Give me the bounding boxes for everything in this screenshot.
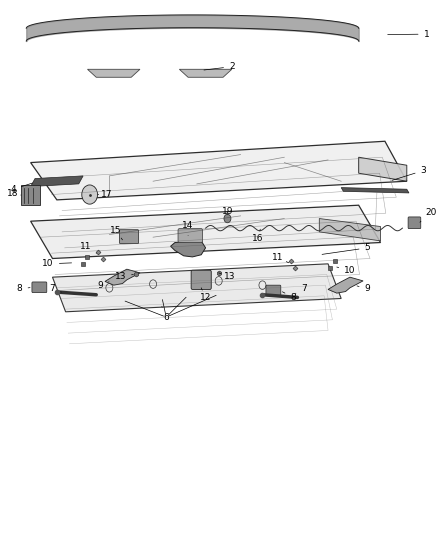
Text: 17: 17 <box>98 190 113 198</box>
Text: 10: 10 <box>337 266 356 275</box>
FancyBboxPatch shape <box>32 282 47 293</box>
Text: 8: 8 <box>283 292 296 302</box>
Text: 2: 2 <box>204 62 235 71</box>
Polygon shape <box>341 188 409 193</box>
Text: 11: 11 <box>80 243 96 254</box>
FancyBboxPatch shape <box>266 285 281 296</box>
Text: 4: 4 <box>11 183 32 193</box>
Polygon shape <box>31 141 407 200</box>
Text: 3: 3 <box>392 166 426 180</box>
Text: 11: 11 <box>272 253 289 263</box>
Text: 5: 5 <box>322 244 370 254</box>
Polygon shape <box>170 241 205 257</box>
Circle shape <box>224 214 231 223</box>
Polygon shape <box>53 264 341 312</box>
FancyBboxPatch shape <box>120 230 139 244</box>
Text: 9: 9 <box>357 285 370 293</box>
FancyBboxPatch shape <box>178 229 202 243</box>
Text: 15: 15 <box>110 227 123 240</box>
Text: 13: 13 <box>114 272 134 281</box>
Polygon shape <box>328 277 363 293</box>
Text: 10: 10 <box>42 260 71 268</box>
Text: 1: 1 <box>388 30 429 38</box>
FancyBboxPatch shape <box>21 185 40 205</box>
Text: 20: 20 <box>420 208 437 222</box>
Text: 18: 18 <box>7 189 21 198</box>
Text: 8: 8 <box>17 285 30 293</box>
Polygon shape <box>31 205 381 259</box>
Polygon shape <box>319 219 381 241</box>
Text: 9: 9 <box>98 281 109 289</box>
Text: 7: 7 <box>296 285 307 294</box>
Polygon shape <box>88 69 140 77</box>
Polygon shape <box>179 69 232 77</box>
Text: 6: 6 <box>162 306 169 321</box>
Text: 7: 7 <box>49 285 61 293</box>
FancyBboxPatch shape <box>191 270 211 289</box>
Text: 19: 19 <box>222 207 233 216</box>
Text: 12: 12 <box>200 288 211 302</box>
Polygon shape <box>105 269 140 285</box>
Polygon shape <box>31 176 83 187</box>
FancyBboxPatch shape <box>408 217 421 229</box>
Circle shape <box>82 185 98 204</box>
Polygon shape <box>359 157 407 181</box>
Text: 13: 13 <box>219 272 235 281</box>
Text: 16: 16 <box>252 229 264 243</box>
Text: 14: 14 <box>182 221 194 236</box>
